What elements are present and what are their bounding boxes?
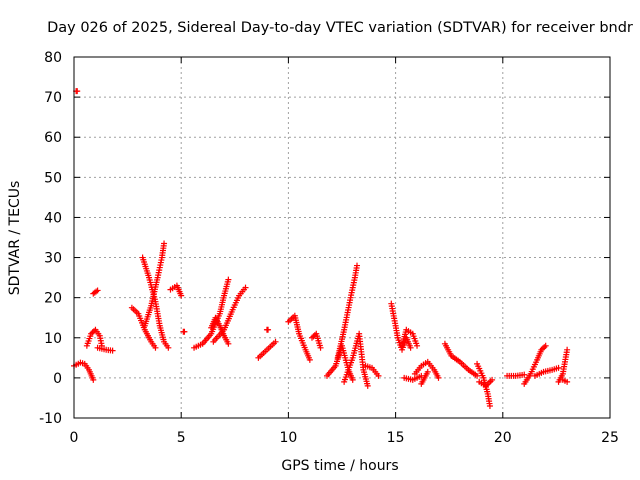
x-tick-label: 25 — [601, 430, 619, 446]
x-tick-label: 10 — [279, 430, 297, 446]
data-point — [555, 364, 562, 371]
data-point — [178, 292, 185, 299]
data-point — [165, 344, 172, 351]
data-point — [354, 262, 361, 269]
data-point — [90, 376, 97, 383]
x-tick-label: 15 — [387, 430, 405, 446]
data-point — [521, 371, 528, 378]
data-point — [564, 346, 571, 353]
data-points — [71, 88, 571, 409]
data-point — [272, 338, 279, 345]
y-tick-label: 60 — [44, 130, 62, 146]
data-point — [306, 356, 313, 363]
data-point — [435, 374, 442, 381]
data-point — [265, 326, 272, 333]
data-point — [474, 372, 481, 379]
data-point — [225, 340, 232, 347]
data-point — [375, 372, 382, 379]
data-point — [74, 88, 81, 95]
data-point — [181, 328, 188, 335]
data-point — [489, 376, 496, 383]
y-tick-label: 50 — [44, 170, 62, 186]
data-point — [161, 240, 168, 247]
x-axis-label: GPS time / hours — [281, 458, 398, 474]
data-point — [414, 342, 421, 349]
y-axis-label: SDTVAR / TECUs — [7, 181, 23, 296]
y-tick-label: 20 — [44, 291, 62, 307]
data-point — [225, 276, 232, 283]
data-point — [349, 376, 356, 383]
y-tick-label: 70 — [44, 90, 62, 106]
data-point — [407, 344, 414, 351]
data-point — [542, 342, 549, 349]
y-tick-label: 0 — [53, 371, 62, 387]
chart-title: Day 026 of 2025, Sidereal Day-to-day VTE… — [47, 20, 633, 36]
x-tick-label: 20 — [494, 430, 512, 446]
y-tick-label: 10 — [44, 331, 62, 347]
data-point — [364, 382, 371, 389]
data-point — [152, 344, 159, 351]
y-tick-label: -10 — [39, 411, 62, 427]
x-tick-label: 0 — [70, 430, 79, 446]
y-tick-label: 80 — [44, 50, 62, 66]
data-point — [109, 347, 116, 354]
axis-ticks: -10 0 10 20 30 40 50 60 70 80 0 5 10 15 20 25 — [39, 50, 619, 446]
data-point — [564, 378, 571, 385]
x-tick-label: 5 — [177, 430, 186, 446]
plot-frame — [73, 56, 611, 419]
grid — [74, 57, 610, 418]
data-point — [424, 368, 431, 375]
y-tick-label: 30 — [44, 251, 62, 267]
data-point — [94, 287, 101, 294]
data-point — [486, 402, 493, 409]
y-tick-label: 40 — [44, 210, 62, 226]
data-point — [242, 284, 249, 291]
data-point — [317, 344, 324, 351]
